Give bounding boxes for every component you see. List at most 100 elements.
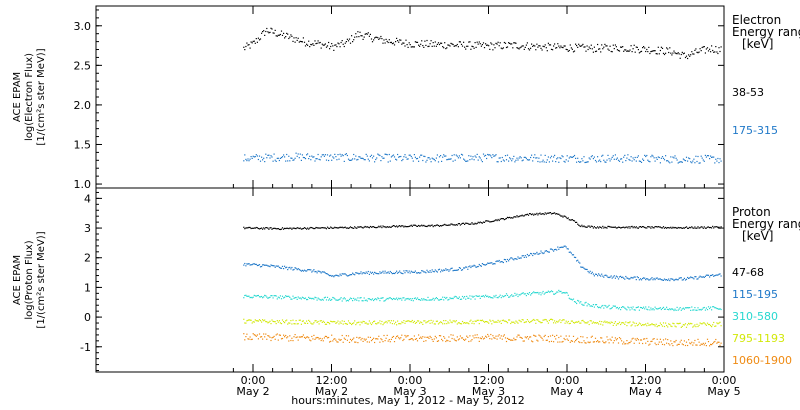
data-point	[464, 322, 466, 324]
data-point	[442, 156, 444, 158]
data-point	[300, 159, 302, 161]
data-point	[290, 157, 292, 159]
data-point	[412, 160, 414, 162]
data-point	[514, 339, 516, 341]
data-point	[435, 320, 437, 322]
data-point	[368, 35, 370, 37]
data-point	[373, 155, 375, 157]
data-point	[540, 336, 542, 338]
data-point	[538, 293, 540, 295]
data-point	[654, 306, 656, 308]
data-point	[298, 268, 300, 271]
data-point	[256, 155, 258, 157]
data-point	[355, 298, 357, 300]
data-point	[494, 155, 496, 157]
data-point	[390, 272, 392, 274]
data-point	[535, 253, 537, 255]
data-point	[608, 225, 610, 228]
data-point	[351, 323, 353, 326]
data-point	[322, 154, 324, 156]
data-point	[368, 227, 370, 229]
data-point	[316, 272, 318, 274]
y-tick-label: 2.0	[74, 99, 92, 112]
data-point	[717, 52, 719, 55]
data-point	[269, 336, 271, 338]
data-point	[614, 226, 616, 228]
data-point	[683, 277, 685, 279]
data-point	[608, 158, 610, 160]
data-point	[691, 341, 693, 343]
data-point	[388, 297, 390, 299]
data-point	[700, 50, 702, 52]
data-point	[457, 297, 459, 300]
data-point	[679, 322, 681, 324]
data-point	[515, 294, 517, 296]
data-point	[518, 157, 520, 159]
data-point	[478, 263, 480, 266]
data-point	[720, 160, 722, 162]
data-point	[697, 226, 699, 228]
data-point	[450, 267, 452, 270]
data-point	[488, 322, 490, 324]
data-point	[564, 215, 566, 217]
data-point	[503, 160, 505, 162]
data-point	[597, 156, 599, 158]
data-point	[438, 43, 441, 46]
data-point	[455, 45, 457, 47]
data-point	[622, 276, 624, 278]
data-point	[700, 226, 702, 228]
data-point	[701, 343, 703, 346]
data-point	[635, 226, 637, 228]
data-point	[572, 219, 575, 222]
data-point	[432, 270, 434, 273]
data-point	[681, 279, 683, 281]
data-point	[561, 215, 563, 217]
data-point	[547, 251, 549, 253]
data-point	[545, 161, 547, 163]
data-point	[274, 338, 276, 340]
data-point	[334, 338, 336, 340]
data-point	[368, 160, 370, 162]
data-point	[306, 154, 308, 156]
data-point	[392, 42, 395, 44]
data-point	[659, 307, 661, 309]
data-point	[283, 268, 285, 270]
data-point	[409, 298, 411, 300]
data-point	[492, 263, 494, 265]
data-point	[396, 324, 398, 326]
data-point	[614, 277, 616, 279]
data-point	[403, 338, 405, 340]
data-point	[632, 157, 634, 159]
data-point	[373, 39, 375, 41]
data-point	[523, 321, 525, 324]
data-point	[623, 50, 625, 52]
data-point	[258, 155, 261, 157]
data-point	[450, 334, 452, 336]
data-point	[656, 226, 658, 228]
data-point	[338, 323, 340, 325]
data-point	[610, 50, 612, 53]
data-point	[612, 44, 614, 46]
data-point	[635, 322, 637, 324]
data-point	[508, 42, 510, 44]
data-point	[568, 251, 570, 253]
data-point	[465, 338, 467, 340]
data-point	[599, 341, 601, 343]
data-point	[554, 154, 556, 156]
data-point	[281, 295, 284, 297]
data-point	[633, 322, 635, 324]
data-point	[500, 218, 502, 220]
data-point	[579, 45, 581, 47]
data-point	[322, 271, 324, 273]
data-point	[647, 278, 649, 280]
data-point	[718, 47, 720, 49]
data-point	[561, 292, 563, 294]
data-point	[558, 161, 560, 163]
data-point	[599, 48, 601, 50]
data-point	[622, 161, 624, 163]
data-point	[464, 296, 466, 298]
data-point	[275, 323, 277, 325]
data-point	[571, 48, 573, 50]
data-point	[554, 335, 556, 338]
